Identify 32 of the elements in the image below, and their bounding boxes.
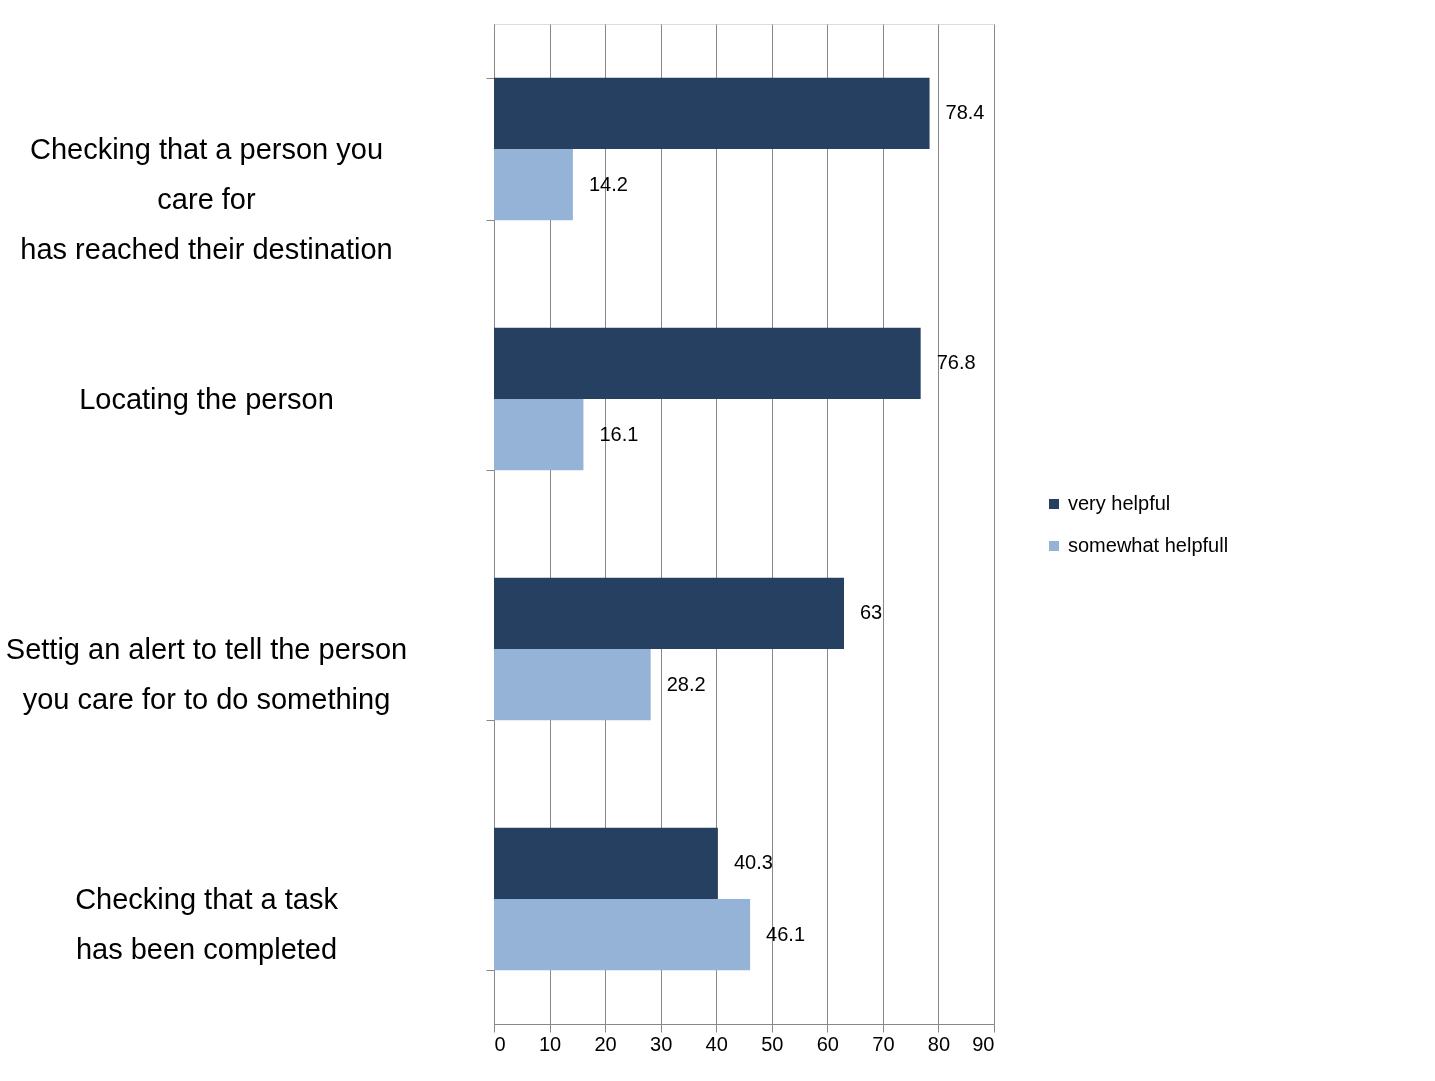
data-label: 14.2 <box>588 172 628 195</box>
x-tick-label: 80 <box>927 1032 951 1055</box>
y-tick-label: Checking that a person you care for has reached their destination <box>20 132 393 265</box>
x-tick-label: 50 <box>761 1032 784 1055</box>
y-tick-label: Settig an alert to tell the person you care for to do something <box>5 632 408 715</box>
x-tick-label: 40 <box>705 1032 728 1055</box>
y-tick-label: Locating the person <box>79 382 334 415</box>
x-tick-label: 30 <box>650 1032 673 1055</box>
x-tick-label: 70 <box>872 1032 895 1055</box>
bar <box>494 577 844 649</box>
data-label: 28.2 <box>666 672 706 695</box>
x-tick-label: 10 <box>538 1032 562 1055</box>
bar <box>494 649 651 721</box>
bar <box>494 827 718 899</box>
data-label: 76.8 <box>936 351 976 374</box>
bar <box>494 327 921 399</box>
x-tick-label: 0 <box>494 1032 506 1055</box>
y-tick-label: Checking that a task has been completed <box>75 882 339 965</box>
data-label: 16.1 <box>599 422 639 445</box>
x-tick-label: 90 <box>972 1032 995 1055</box>
legend-label: very helpful <box>1068 492 1171 514</box>
bar <box>494 77 930 149</box>
data-label: 46.1 <box>766 922 806 945</box>
bar <box>494 399 584 471</box>
x-tick-label: 60 <box>816 1032 839 1055</box>
data-label: 63 <box>860 601 883 624</box>
bar <box>494 149 573 221</box>
x-tick-label: 20 <box>594 1032 617 1055</box>
data-label: 40.3 <box>733 851 773 874</box>
bar <box>494 899 751 971</box>
data-label: 78.4 <box>945 101 985 124</box>
legend-label: somewhat helpfull <box>1068 534 1229 556</box>
